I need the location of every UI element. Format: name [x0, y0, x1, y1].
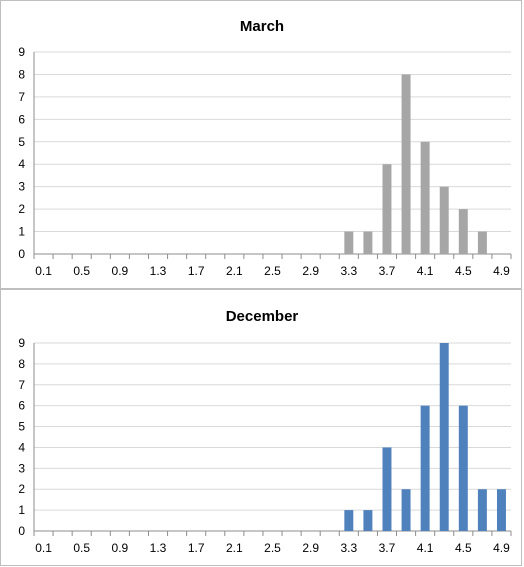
bar: [439, 343, 449, 531]
bar: [477, 231, 487, 254]
y-tick-label: 8: [18, 67, 25, 81]
march-chart: March 0 1 2 3 4 5 6 7 8 9 0.1 0.5 0.9 1.3 1.7 2.1 2.5 2.…: [18, 18, 512, 278]
bar: [363, 231, 373, 254]
bar-series: [344, 343, 506, 531]
x-tick-label: 2.9: [302, 264, 319, 278]
x-tick-label: 1.3: [150, 541, 167, 555]
x-tick-label: 4.1: [417, 541, 434, 555]
bar: [382, 447, 392, 531]
x-tick-label: 3.3: [340, 264, 357, 278]
y-tick-label: 4: [18, 157, 25, 171]
y-axis-ticks: 0 1 2 3 4 5 6 7 8 9: [18, 45, 25, 261]
bar: [382, 164, 392, 254]
y-tick-label: 7: [18, 378, 25, 392]
x-tick-label: 0.9: [112, 264, 129, 278]
x-tick-label: 1.7: [188, 541, 205, 555]
x-tick-label: 1.3: [150, 264, 167, 278]
chart-title: March: [240, 18, 284, 35]
y-tick-label: 0: [18, 247, 25, 261]
y-tick-label: 8: [18, 357, 25, 371]
march-chart-panel: March 0 1 2 3 4 5 6 7 8 9 0.1 0.5 0.9 1.3 1.7 2.1 2.5 2.…: [0, 0, 522, 289]
x-tick-label: 3.3: [340, 541, 357, 555]
y-tick-label: 7: [18, 90, 25, 104]
x-tick-label: 4.9: [493, 541, 510, 555]
x-tick-label: 4.5: [455, 264, 472, 278]
x-tick-label: 4.9: [493, 264, 510, 278]
y-tick-label: 1: [18, 503, 25, 517]
grid-lines: [33, 342, 511, 532]
y-tick-label: 9: [18, 336, 25, 350]
x-tick-label: 0.5: [73, 541, 90, 555]
y-tick-label: 9: [18, 45, 25, 59]
bar: [420, 405, 430, 531]
bar: [439, 186, 449, 254]
x-tick-label: 2.5: [264, 264, 281, 278]
chart-title: December: [226, 308, 299, 325]
bar-series: [344, 74, 487, 254]
y-tick-label: 3: [18, 180, 25, 194]
y-tick-label: 5: [18, 135, 25, 149]
x-tick-label: 2.5: [264, 541, 281, 555]
x-tick-label: 4.5: [455, 541, 472, 555]
x-tick-label: 0.1: [35, 264, 52, 278]
x-axis-ticks: 0.1 0.5 0.9 1.3 1.7 2.1 2.5 2.9 3.3 3.7 4.1 4.5 4.9: [33, 531, 512, 555]
y-tick-label: 2: [18, 202, 25, 216]
bar: [344, 231, 354, 254]
bar: [401, 74, 411, 254]
x-tick-label: 3.7: [379, 541, 396, 555]
y-tick-label: 2: [18, 482, 25, 496]
x-tick-label: 3.7: [379, 264, 396, 278]
december-chart: December 0 1 2 3 4 5 6 7 8 9 0.1 0.5 0.9 1.3 1.7 2.1 2.…: [18, 308, 512, 555]
bar: [496, 489, 506, 531]
bar: [458, 405, 468, 531]
grid-lines: [33, 51, 511, 255]
y-tick-label: 3: [18, 461, 25, 475]
y-tick-label: 1: [18, 225, 25, 239]
bar: [477, 489, 487, 531]
y-tick-label: 4: [18, 440, 25, 454]
x-tick-label: 0.9: [112, 541, 129, 555]
x-tick-label: 2.1: [226, 264, 243, 278]
x-tick-label: 0.5: [73, 264, 90, 278]
x-tick-label: 0.1: [35, 541, 52, 555]
x-tick-label: 2.9: [302, 541, 319, 555]
bar: [401, 489, 411, 531]
x-tick-label: 1.7: [188, 264, 205, 278]
bar: [420, 141, 430, 254]
x-tick-label: 4.1: [417, 264, 434, 278]
y-tick-label: 5: [18, 420, 25, 434]
y-tick-label: 0: [18, 524, 25, 538]
x-axis-ticks: 0.1 0.5 0.9 1.3 1.7 2.1 2.5 2.9 3.3 3.7 4.1 4.5 4.9: [33, 254, 512, 278]
y-tick-label: 6: [18, 399, 25, 413]
bar: [458, 209, 468, 254]
y-axis-ticks: 0 1 2 3 4 5 6 7 8 9: [18, 336, 25, 538]
x-tick-label: 2.1: [226, 541, 243, 555]
bar: [363, 510, 373, 531]
december-chart-panel: December 0 1 2 3 4 5 6 7 8 9 0.1 0.5 0.9 1.3 1.7 2.1 2.…: [0, 289, 522, 566]
y-tick-label: 6: [18, 112, 25, 126]
bar: [344, 510, 354, 531]
